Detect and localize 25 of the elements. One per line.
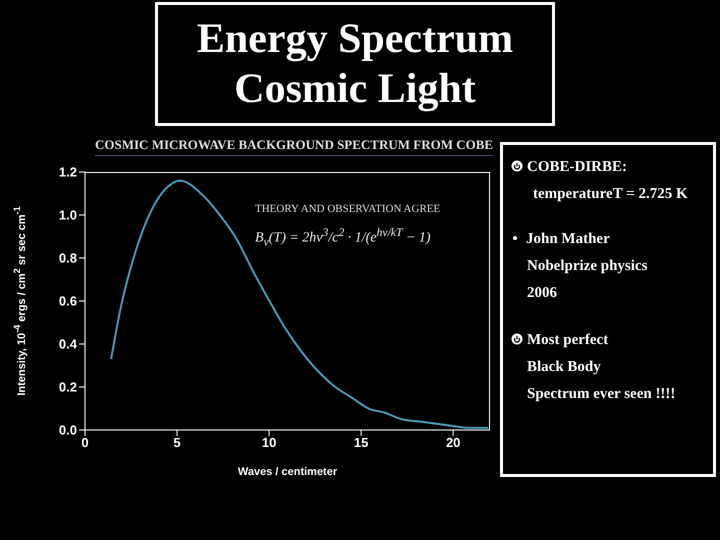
text: John Mather xyxy=(525,231,611,248)
y-tick-label: 0.4 xyxy=(58,336,78,352)
text: temperatureT = 2.725 K xyxy=(532,186,689,203)
chart-subtitle: COSMIC MICROWAVE BACKGROUND SPECTRUM FROM COBE xyxy=(95,137,494,156)
text: 2006 xyxy=(526,285,558,302)
y-tick-label: 1.2 xyxy=(58,164,77,180)
x-tick-label: 10 xyxy=(262,435,276,450)
chart-title: Energy Spectrum Cosmic Light xyxy=(196,15,514,114)
x-tick-label: 15 xyxy=(354,435,368,450)
y-tick-label: 0.6 xyxy=(58,294,77,309)
x-tick-label: 0 xyxy=(81,435,89,450)
y-tick-label: 0.8 xyxy=(58,250,77,266)
text: Spectrum ever seen !!!! xyxy=(526,386,676,403)
y-tick-label: 0.0 xyxy=(58,422,77,438)
y-tick-label: 0.2 xyxy=(58,380,77,395)
text: Nobelprize physics xyxy=(526,258,648,275)
text: Most perfect xyxy=(526,332,610,349)
text: COBE-DIRBE: xyxy=(526,159,628,176)
y-tick-label: 1.0 xyxy=(58,208,77,223)
text: B$_{ν}$(T) = 2hν$^{3}$/c$^{2}$ · 1/(e$^{hν/kT}$ − 1) xyxy=(255,226,431,248)
text: Black Body xyxy=(526,359,602,376)
annotation: THEORY AND OBSERVATION AGREE xyxy=(255,203,440,215)
x-tick-label: 20 xyxy=(446,435,460,450)
x-tick-label: 5 xyxy=(173,435,181,450)
x-axis-title: Waves / centimeter xyxy=(238,466,338,478)
